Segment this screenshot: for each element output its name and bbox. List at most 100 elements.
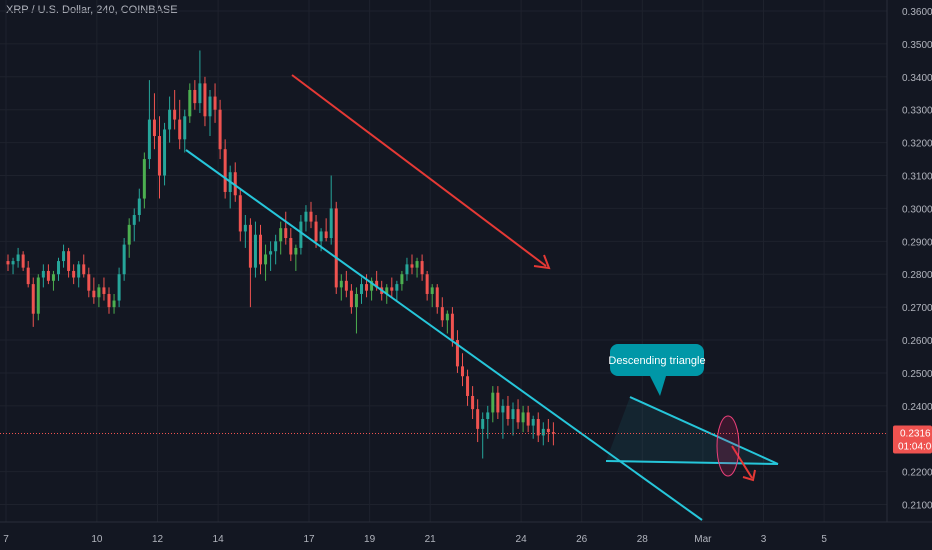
candle-body (299, 221, 303, 248)
candle-body (309, 211, 313, 222)
candle-body (147, 119, 151, 160)
candle-body (213, 96, 217, 110)
price-tick-label: 0.3600 (902, 7, 932, 18)
candle-body (471, 395, 475, 410)
candle-body (289, 238, 293, 255)
candle (360, 277, 363, 304)
candle-body (137, 198, 141, 216)
candle (471, 386, 475, 420)
candle-body (51, 274, 55, 281)
candle (158, 116, 161, 199)
price-tick-label: 0.3000 (902, 204, 932, 215)
time-tick-label: 17 (303, 534, 315, 545)
candle (496, 386, 500, 420)
candle-body (481, 419, 485, 429)
time-tick-label: 7 (3, 534, 9, 545)
candle (511, 402, 515, 436)
candle-body (112, 300, 116, 308)
candle (193, 80, 197, 110)
candle-body (390, 287, 394, 291)
candle-body (122, 244, 126, 275)
lower-trendline (185, 149, 703, 521)
time-tick-label: Mar (694, 534, 712, 545)
candle (430, 284, 434, 308)
candle (213, 83, 217, 123)
candle-body (425, 274, 429, 294)
price-tick-label: 0.2400 (902, 402, 932, 413)
candle-body (385, 287, 389, 294)
candle-body (183, 116, 187, 140)
candle (415, 257, 419, 278)
candle (425, 270, 429, 301)
candle (228, 165, 232, 209)
candle (324, 218, 328, 242)
candle-body (430, 287, 434, 294)
chart-title: XRP / U.S. Dollar, 240, COINBASE (6, 4, 178, 16)
time-tick-label: 3 (761, 534, 767, 545)
price-tick-label: 0.2900 (902, 237, 932, 248)
callout-label: Descending triangle (608, 355, 705, 367)
candle-body (274, 241, 278, 252)
candle-body (279, 228, 283, 242)
candle-body (491, 392, 495, 413)
current-price-label: 0.2316 (900, 428, 931, 439)
candle-body (314, 221, 318, 242)
price-tick-label: 0.2700 (902, 303, 932, 314)
candle-body (395, 284, 399, 291)
candle-body (334, 208, 338, 288)
price-tick-label: 0.3300 (902, 106, 932, 117)
candle-body (233, 172, 237, 196)
candles (6, 50, 555, 459)
time-tick-label: 21 (425, 534, 437, 545)
candle (87, 267, 91, 298)
candle (334, 201, 338, 294)
candle-body (259, 234, 262, 265)
down-trend-arrow-head (533, 254, 551, 270)
candle-body (62, 251, 66, 262)
candle-body (461, 366, 464, 377)
candle-body (486, 412, 490, 420)
candle (339, 274, 343, 301)
candle-body (31, 284, 35, 314)
candle-body (193, 89, 197, 104)
candle (279, 221, 283, 255)
candle (546, 419, 550, 443)
candle (289, 228, 293, 262)
candle (82, 254, 86, 278)
candle (152, 93, 156, 150)
candle (506, 395, 510, 426)
candle-body (72, 270, 76, 278)
time-tick-label: 24 (516, 534, 528, 545)
candle-body (26, 267, 30, 285)
candle-body (77, 264, 81, 278)
price-tick-label: 0.2200 (902, 468, 932, 479)
grid (0, 0, 887, 522)
candle (97, 284, 101, 308)
candle-body (152, 119, 156, 137)
candle-body (304, 211, 308, 222)
candle (395, 280, 399, 301)
time-tick-label: 12 (152, 534, 164, 545)
candle (223, 139, 227, 199)
candle-body (107, 293, 111, 308)
candle (198, 50, 202, 114)
time-tick-label: 28 (637, 534, 649, 545)
candle (269, 241, 273, 271)
candle-body (132, 215, 136, 225)
triangle-fill (606, 397, 778, 464)
candle-body (41, 270, 45, 278)
candle-body (102, 287, 106, 294)
candle-body (526, 412, 530, 426)
time-tick-label: 19 (364, 534, 376, 545)
candle (72, 264, 76, 285)
candle (243, 215, 247, 248)
candle-body (188, 89, 192, 117)
candle-body (218, 109, 222, 150)
price-tick-label: 0.3100 (902, 172, 932, 183)
candle (218, 99, 222, 160)
candle-body (410, 264, 414, 268)
candle-body (516, 409, 520, 423)
candle (127, 218, 131, 258)
candle-body (344, 280, 348, 291)
